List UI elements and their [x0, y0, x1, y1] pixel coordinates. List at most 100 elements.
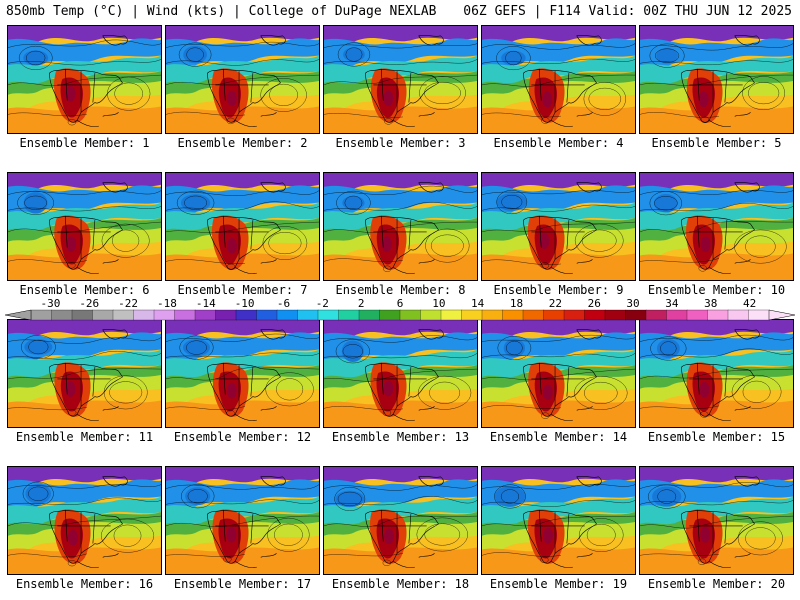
- color-swatch: [235, 309, 258, 321]
- ensemble-member-label: Ensemble Member: 19: [489, 577, 628, 591]
- color-swatch: [174, 309, 196, 321]
- color-swatch: [399, 309, 422, 321]
- color-swatch: [707, 309, 729, 321]
- temperature-map: [639, 25, 794, 134]
- ensemble-panel-1: Ensemble Member: 1: [7, 25, 162, 150]
- temperature-map: [165, 466, 320, 575]
- colorbar-tick-label: 34: [665, 297, 679, 310]
- color-swatch: [502, 309, 524, 321]
- ensemble-member-label: Ensemble Member: 6: [19, 283, 150, 297]
- color-swatch: [748, 309, 770, 321]
- ensemble-panel-12: Ensemble Member: 12: [165, 319, 320, 444]
- color-swatch: [317, 309, 340, 321]
- color-swatch: [112, 309, 135, 321]
- ensemble-panel-8: Ensemble Member: 8: [323, 172, 478, 297]
- colorbar-tick-label: 38: [704, 297, 718, 310]
- temperature-map: [323, 25, 478, 134]
- ensemble-panel-20: Ensemble Member: 20: [639, 466, 794, 591]
- colorbar-tick-label: -22: [118, 297, 139, 310]
- color-swatch: [727, 309, 750, 321]
- colorbar-tick-label: 10: [432, 297, 446, 310]
- color-swatch: [51, 309, 73, 321]
- colorbar-tick-label: 26: [587, 297, 601, 310]
- temperature-map: [7, 466, 162, 575]
- colorbar-tick-label: -2: [315, 297, 329, 310]
- ensemble-panel-14: Ensemble Member: 14: [481, 319, 636, 444]
- colorbar-right-arrow: [768, 309, 795, 321]
- color-swatch: [358, 309, 381, 321]
- ensemble-panel-15: Ensemble Member: 15: [639, 319, 794, 444]
- model-run-label: 06Z GEFS | F114 Valid: 00Z THU JUN 12 20…: [463, 4, 792, 19]
- ensemble-panel-18: Ensemble Member: 18: [323, 466, 478, 591]
- color-scale-bar: -30 -26 -22 -18 -14 -10 -6 -2 2 6 10 14 18 22 26 30 34 38…: [5, 297, 795, 321]
- colorbar-tick-label: 22: [548, 297, 562, 310]
- temperature-map: [323, 466, 478, 575]
- temperature-map: [639, 172, 794, 281]
- ensemble-member-label: Ensemble Member: 11: [15, 430, 154, 444]
- ensemble-panel-5: Ensemble Member: 5: [639, 25, 794, 150]
- ensemble-member-label: Ensemble Member: 7: [177, 283, 308, 297]
- color-swatch: [604, 309, 627, 321]
- color-swatch: [420, 309, 442, 321]
- color-swatch: [584, 309, 606, 321]
- ensemble-member-label: Ensemble Member: 13: [331, 430, 470, 444]
- ensemble-panel-10: Ensemble Member: 10: [639, 172, 794, 297]
- ensemble-panel-4: Ensemble Member: 4: [481, 25, 636, 150]
- ensemble-panel-9: Ensemble Member: 9: [481, 172, 636, 297]
- color-swatch: [461, 309, 483, 321]
- temperature-map: [639, 466, 794, 575]
- color-swatch: [666, 309, 688, 321]
- ensemble-panel-13: Ensemble Member: 13: [323, 319, 478, 444]
- ensemble-panel-17: Ensemble Member: 17: [165, 466, 320, 591]
- color-swatch: [92, 309, 114, 321]
- colorbar-tick-label: 42: [742, 297, 757, 310]
- chart-title: 850mb Temp (°C) | Wind (kts) | College o…: [6, 4, 437, 19]
- colorbar-tick-label: -10: [234, 297, 255, 310]
- color-scale-swatches: [5, 309, 795, 321]
- temperature-map: [323, 319, 478, 428]
- color-swatch: [440, 309, 463, 321]
- temperature-map: [7, 25, 162, 134]
- temperature-map: [165, 172, 320, 281]
- colorbar-tick-label: 6: [396, 297, 404, 310]
- colorbar-tick-label: 18: [509, 297, 524, 310]
- colorbar-left-arrow: [5, 309, 32, 321]
- ensemble-panel-3: Ensemble Member: 3: [323, 25, 478, 150]
- temperature-map: [323, 172, 478, 281]
- ensemble-member-label: Ensemble Member: 2: [177, 136, 308, 150]
- colorbar-tick-label: -30: [40, 297, 61, 310]
- color-swatch: [256, 309, 278, 321]
- color-swatch: [71, 309, 94, 321]
- temperature-map: [165, 319, 320, 428]
- ensemble-panel-7: Ensemble Member: 7: [165, 172, 320, 297]
- temperature-map: [481, 25, 636, 134]
- colorbar-tick-label: 2: [357, 297, 365, 310]
- ensemble-member-label: Ensemble Member: 16: [15, 577, 154, 591]
- ensemble-panel-6: Ensemble Member: 6: [7, 172, 162, 297]
- colorbar-tick-label: -18: [157, 297, 177, 310]
- color-swatch: [481, 309, 504, 321]
- colorbar-tick-label: 14: [471, 297, 485, 310]
- color-swatch: [194, 309, 217, 321]
- ensemble-member-label: Ensemble Member: 9: [493, 283, 624, 297]
- color-swatch: [30, 309, 53, 321]
- ensemble-member-label: Ensemble Member: 10: [647, 283, 786, 297]
- temperature-map: [481, 466, 636, 575]
- color-swatch: [153, 309, 176, 321]
- ensemble-panel-16: Ensemble Member: 16: [7, 466, 162, 591]
- ensemble-member-label: Ensemble Member: 5: [651, 136, 782, 150]
- temperature-map: [481, 172, 636, 281]
- temperature-map: [7, 319, 162, 428]
- ensemble-panel-19: Ensemble Member: 19: [481, 466, 636, 591]
- colorbar-tick-label: 30: [626, 297, 640, 310]
- ensemble-panel-11: Ensemble Member: 11: [7, 319, 162, 444]
- color-swatch: [645, 309, 668, 321]
- color-swatch: [543, 309, 565, 321]
- temperature-map: [639, 319, 794, 428]
- colorbar-tick-label: -26: [79, 297, 100, 310]
- temperature-map: [7, 172, 162, 281]
- ensemble-member-label: Ensemble Member: 17: [173, 577, 312, 591]
- colorbar-tick-label: -6: [276, 297, 291, 310]
- ensemble-member-label: Ensemble Member: 14: [489, 430, 628, 444]
- temperature-map: [481, 319, 636, 428]
